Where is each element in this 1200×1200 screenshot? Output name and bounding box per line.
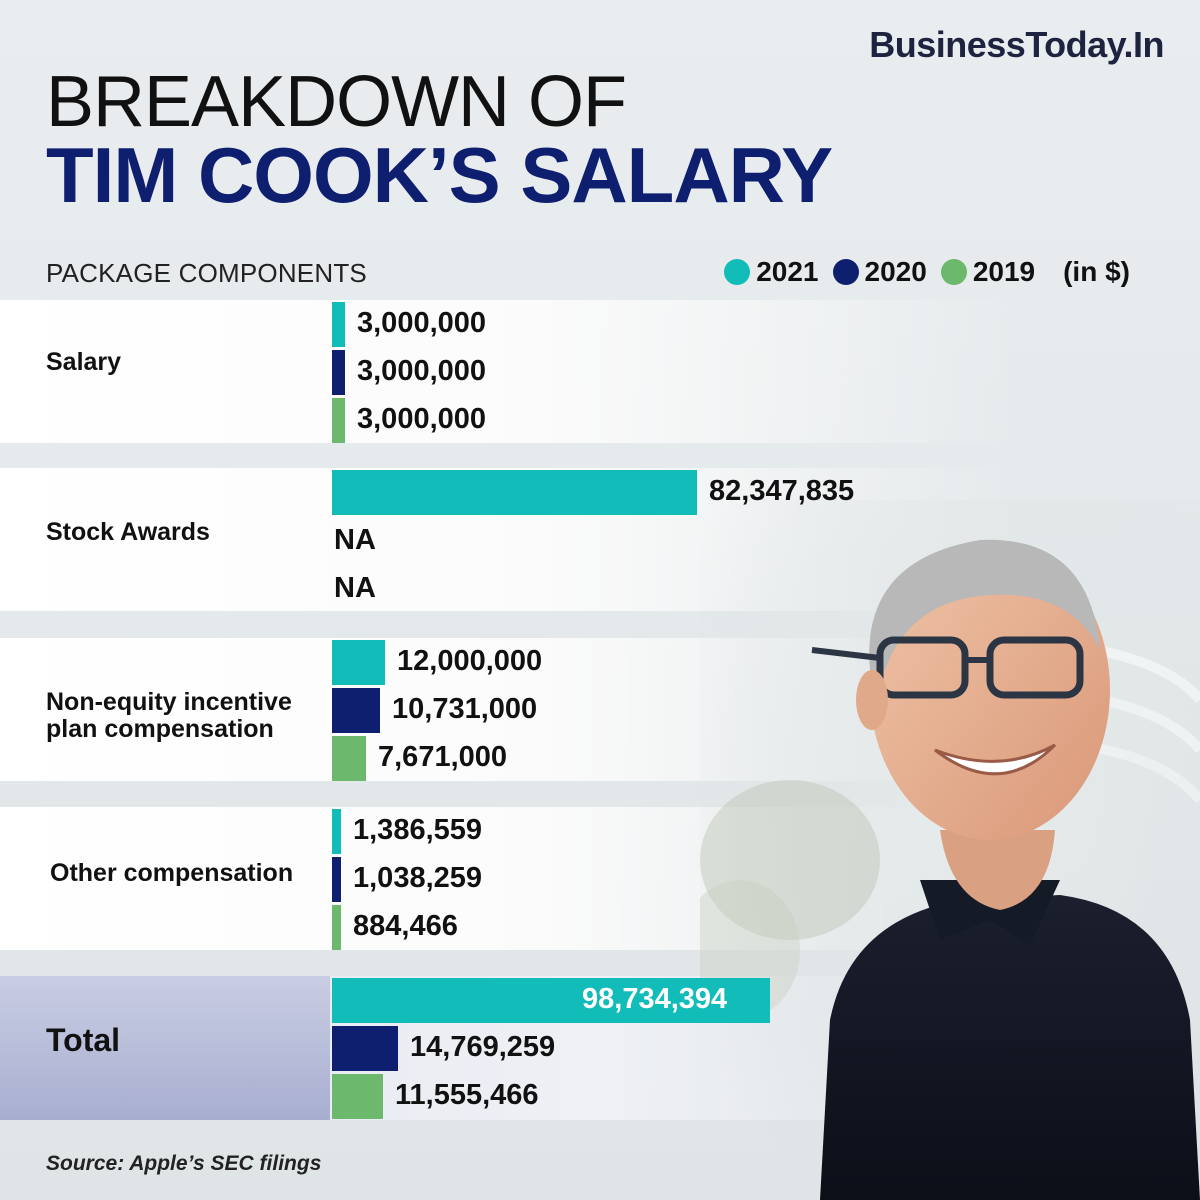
value-label-total-2020: 14,769,259 <box>410 1031 556 1063</box>
value-label-stock-awards-2021: 82,347,835 <box>709 475 855 507</box>
value-label-other-2020: 1,038,259 <box>353 862 483 894</box>
bar-salary-2021 <box>332 302 345 347</box>
value-label-other-2019: 884,466 <box>353 910 458 942</box>
bar-stock-awards-2021 <box>332 470 697 515</box>
bar-non-equity-2020 <box>332 688 380 733</box>
value-label-stock-awards-2019: NA <box>334 572 376 604</box>
legend-dot-2021 <box>724 259 751 285</box>
bar-salary-2019 <box>332 398 345 443</box>
legend-dot-2020 <box>832 259 859 285</box>
bar-other-2020 <box>332 857 341 902</box>
value-label-non-equity-2019: 7,671,000 <box>378 741 508 773</box>
package-components-header: PACKAGE COMPONENTS <box>46 258 367 288</box>
unit-note: (in $) <box>1063 256 1130 287</box>
bar-non-equity-2019 <box>332 736 366 781</box>
total-label-cell <box>0 976 330 1120</box>
legend-item-2021: 2021 <box>724 256 819 288</box>
value-label-salary-2021: 3,000,000 <box>357 307 487 339</box>
row-panel-salary <box>0 300 1200 443</box>
source-note: Source: Apple’s SEC filings <box>46 1152 322 1175</box>
row-label-total: Total <box>46 1022 121 1058</box>
value-label-total-2019: 11,555,466 <box>395 1079 539 1111</box>
row-label-salary: Salary <box>46 347 122 376</box>
legend-label-2021: 2021 <box>756 256 819 287</box>
value-label-total-2021: 98,734,394 <box>582 983 728 1015</box>
brand-logo: BusinessToday.In <box>869 24 1164 65</box>
value-label-non-equity-2021: 12,000,000 <box>397 645 543 677</box>
legend-label-2020: 2020 <box>864 256 927 287</box>
value-label-salary-2020: 3,000,000 <box>357 355 487 387</box>
row-label-non-equity: Non-equity incentive plan compensation <box>46 687 292 743</box>
legend-item-2019: 2019 <box>940 256 1036 288</box>
bar-non-equity-2021 <box>332 640 385 685</box>
title-line-1: BREAKDOWN OF <box>46 62 627 142</box>
legend-item-2020: 2020 <box>832 256 927 288</box>
legend: 2021 2020 2019 (in $) <box>710 256 1130 288</box>
title-line-2: TIM COOK’S SALARY <box>46 131 833 219</box>
bar-salary-2020 <box>332 350 345 395</box>
bar-total-2021 <box>332 978 770 1023</box>
bar-total-2020 <box>332 1026 398 1071</box>
bar-other-2019 <box>332 905 341 950</box>
row-label-stock-awards: Stock Awards <box>46 517 210 546</box>
tim-cook-photo <box>700 500 1200 1200</box>
legend-label-2019: 2019 <box>972 256 1036 287</box>
value-label-stock-awards-2020: NA <box>334 524 376 556</box>
value-label-salary-2019: 3,000,000 <box>357 403 487 435</box>
value-label-non-equity-2020: 10,731,000 <box>392 693 538 725</box>
bar-total-2019 <box>332 1074 383 1119</box>
row-label-other: Other compensation <box>50 858 294 887</box>
value-label-other-2021: 1,386,559 <box>353 814 483 846</box>
bar-other-2021 <box>332 809 341 854</box>
legend-dot-2019 <box>940 259 967 285</box>
